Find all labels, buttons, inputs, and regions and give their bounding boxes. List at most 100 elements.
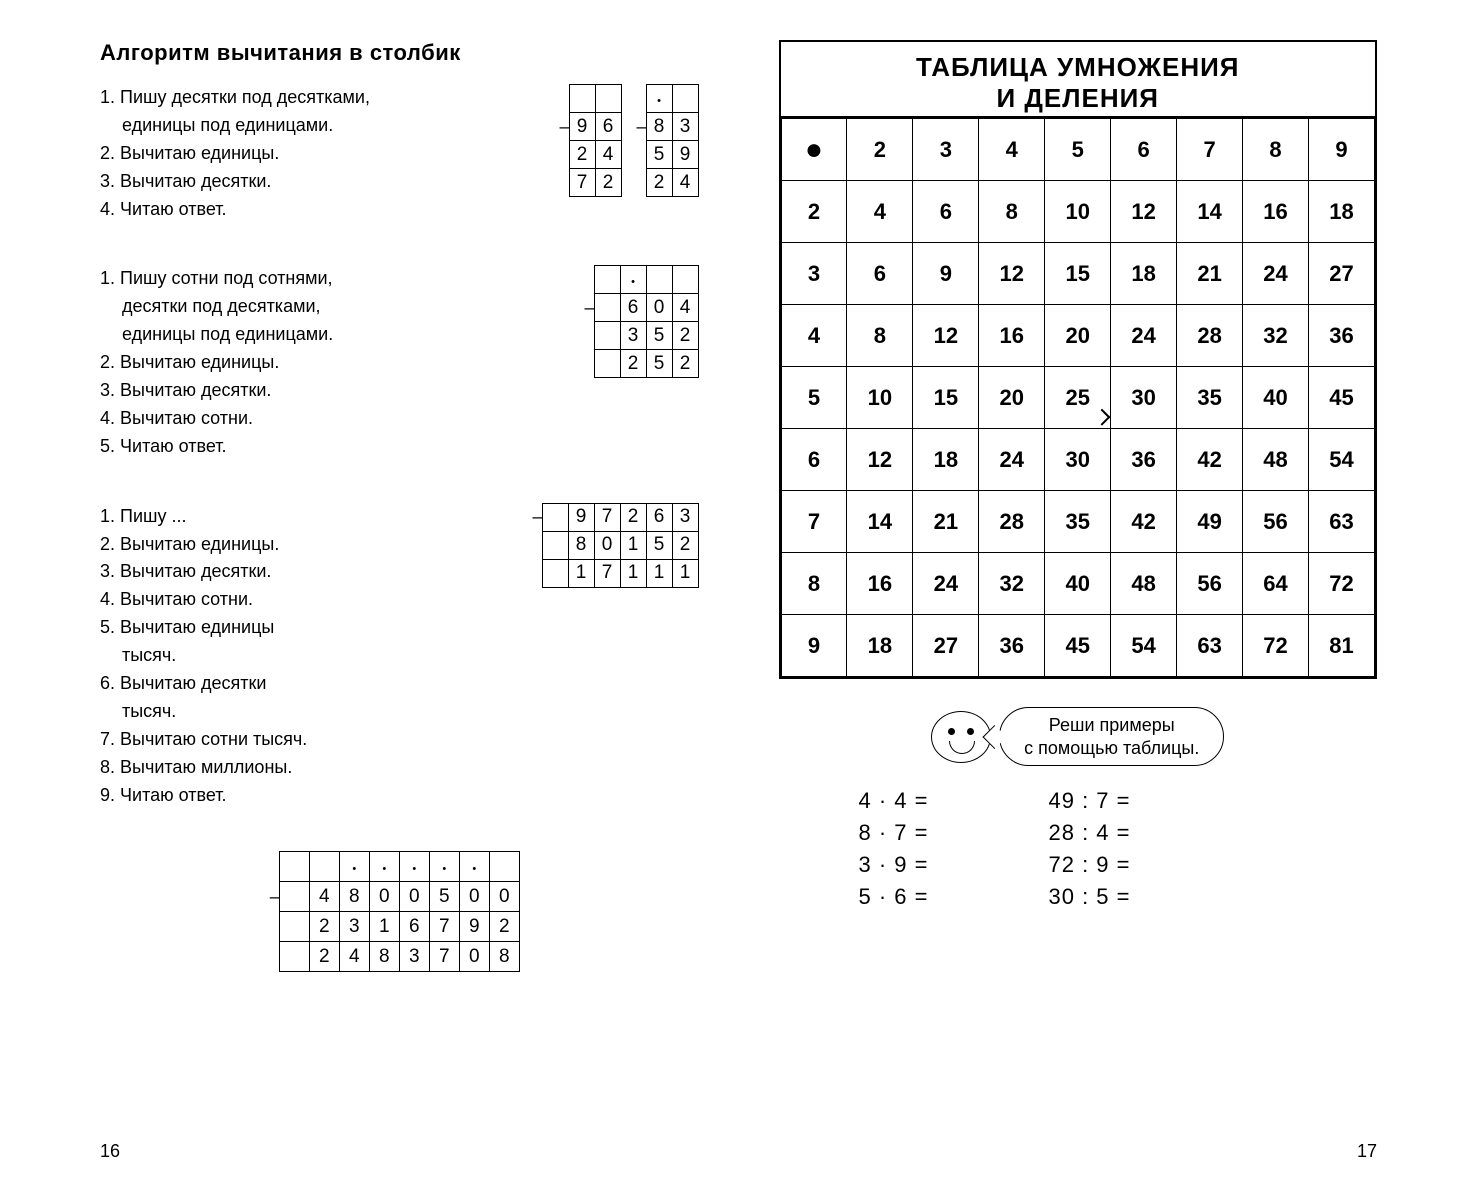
mult-header-cell: 5 — [1045, 119, 1111, 181]
mult-title: ТАБЛИЦА УМНОЖЕНИЯ И ДЕЛЕНИЯ — [781, 42, 1376, 118]
calc-table: 604 352 252 — [594, 265, 699, 378]
mult-cell: 56 — [1243, 491, 1309, 553]
step: 3. Вычитаю десятки. — [100, 558, 532, 586]
mult-header-cell: 3 — [913, 119, 979, 181]
mult-cell: 14 — [1177, 181, 1243, 243]
mult-cell: 20 — [979, 367, 1045, 429]
mult-header-cell: 8 — [1243, 119, 1309, 181]
step: 5. Вычитаю единицы — [100, 614, 532, 642]
mult-cell: 10 — [847, 367, 913, 429]
mult-cell: 24 — [1111, 305, 1177, 367]
exercise: 8 · 7 = — [859, 820, 929, 846]
mult-cell: 9 — [913, 243, 979, 305]
mult-cell: 45 — [1309, 367, 1375, 429]
mult-cell: 21 — [913, 491, 979, 553]
mult-table-wrapper: ТАБЛИЦА УМНОЖЕНИЯ И ДЕЛЕНИЯ ●23456789246… — [779, 40, 1378, 679]
exercise: 4 · 4 = — [859, 788, 929, 814]
exercise-col-left: 4 · 4 = 8 · 7 = 3 · 9 = 5 · 6 = — [859, 782, 929, 916]
mult-cell: 8 — [979, 181, 1045, 243]
mult-cell: 56 — [1177, 553, 1243, 615]
mult-cell: 18 — [1309, 181, 1375, 243]
step: 7. Вычитаю сотни тысяч. — [100, 726, 532, 754]
step: единицы под единицами. — [100, 321, 584, 349]
mult-cell: 42 — [1177, 429, 1243, 491]
exercise: 30 : 5 = — [1048, 884, 1130, 910]
page-number-right: 17 — [1357, 1141, 1377, 1162]
step: 4. Читаю ответ. — [100, 196, 559, 224]
mult-cell: 40 — [1045, 553, 1111, 615]
calc-table: 96 24 72 — [569, 84, 622, 197]
mult-cell: 32 — [979, 553, 1045, 615]
mult-cell: 4 — [781, 305, 847, 367]
step: 1. Пишу сотни под сотнями, — [100, 265, 584, 293]
mult-cell: 28 — [1177, 305, 1243, 367]
section-b-table: 604 352 252 — [594, 265, 699, 378]
mult-cell: 2 — [781, 181, 847, 243]
step: тысяч. — [100, 698, 532, 726]
mult-cell: 25 — [1045, 367, 1111, 429]
mult-cell: 16 — [1243, 181, 1309, 243]
exercise-col-right: 49 : 7 = 28 : 4 = 72 : 9 = 30 : 5 = — [1048, 782, 1130, 916]
step: единицы под единицами. — [100, 112, 559, 140]
speech-bubble: Реши примеры с помощью таблицы. — [999, 707, 1224, 766]
mult-cell: 12 — [847, 429, 913, 491]
left-title: Алгоритм вычитания в столбик — [100, 40, 699, 66]
mult-cell: 72 — [1243, 615, 1309, 677]
exercise: 28 : 4 = — [1048, 820, 1130, 846]
mult-cell: 4 — [847, 181, 913, 243]
step: 3. Вычитаю десятки. — [100, 377, 584, 405]
big-calc-table: 4800500 2316792 2483708 — [279, 851, 520, 972]
mult-cell: 35 — [1177, 367, 1243, 429]
mult-cell: 18 — [913, 429, 979, 491]
mult-cell: 30 — [1045, 429, 1111, 491]
mult-cell: 27 — [913, 615, 979, 677]
step: 4. Вычитаю сотни. — [100, 586, 532, 614]
mult-cell: 18 — [847, 615, 913, 677]
step: 2. Вычитаю единицы. — [100, 531, 532, 559]
multiplication-table: ●234567892468101214161836912151821242748… — [781, 118, 1376, 677]
step: 2. Вычитаю единицы. — [100, 140, 559, 168]
exercise: 5 · 6 = — [859, 884, 929, 910]
mult-cell: 12 — [913, 305, 979, 367]
mult-cell: 9 — [781, 615, 847, 677]
mult-cell: 12 — [979, 243, 1045, 305]
step: 9. Читаю ответ. — [100, 782, 532, 810]
mult-cell: 63 — [1177, 615, 1243, 677]
mult-cell: 49 — [1177, 491, 1243, 553]
mult-cell: 81 — [1309, 615, 1375, 677]
step: тысяч. — [100, 642, 532, 670]
mult-cell: 32 — [1243, 305, 1309, 367]
mult-cell: 20 — [1045, 305, 1111, 367]
exercise: 72 : 9 = — [1048, 852, 1130, 878]
mult-cell: 5 — [781, 367, 847, 429]
mult-cell: 7 — [781, 491, 847, 553]
mult-cell: 64 — [1243, 553, 1309, 615]
mult-cell: 48 — [1111, 553, 1177, 615]
section-b: 1. Пишу сотни под сотнями, десятки под д… — [100, 265, 699, 482]
exercise: 49 : 7 = — [1048, 788, 1130, 814]
mult-cell: 63 — [1309, 491, 1375, 553]
mult-cell: 12 — [1111, 181, 1177, 243]
mult-cell: 8 — [781, 553, 847, 615]
section-c-table: 97263 80152 17111 — [542, 503, 699, 588]
page-number-left: 16 — [100, 1141, 120, 1162]
mult-cell: 24 — [913, 553, 979, 615]
mult-cell: 48 — [1243, 429, 1309, 491]
step: 8. Вычитаю миллионы. — [100, 754, 532, 782]
mult-cell: 15 — [913, 367, 979, 429]
step: 1. Пишу десятки под десятками, — [100, 84, 559, 112]
mult-cell: 30 — [1111, 367, 1177, 429]
mult-cell: 16 — [979, 305, 1045, 367]
mult-cell: 3 — [781, 243, 847, 305]
mult-cell: 6 — [913, 181, 979, 243]
mult-cell: 40 — [1243, 367, 1309, 429]
mult-cell: 15 — [1045, 243, 1111, 305]
right-page: ТАБЛИЦА УМНОЖЕНИЯ И ДЕЛЕНИЯ ●23456789246… — [739, 0, 1477, 1182]
step: 1. Пишу ... — [100, 503, 532, 531]
step: 3. Вычитаю десятки. — [100, 168, 559, 196]
step: 4. Вычитаю сотни. — [100, 405, 584, 433]
mult-cell: 18 — [1111, 243, 1177, 305]
mult-header-cell: 4 — [979, 119, 1045, 181]
mult-cell: 54 — [1111, 615, 1177, 677]
mult-cell: 10 — [1045, 181, 1111, 243]
